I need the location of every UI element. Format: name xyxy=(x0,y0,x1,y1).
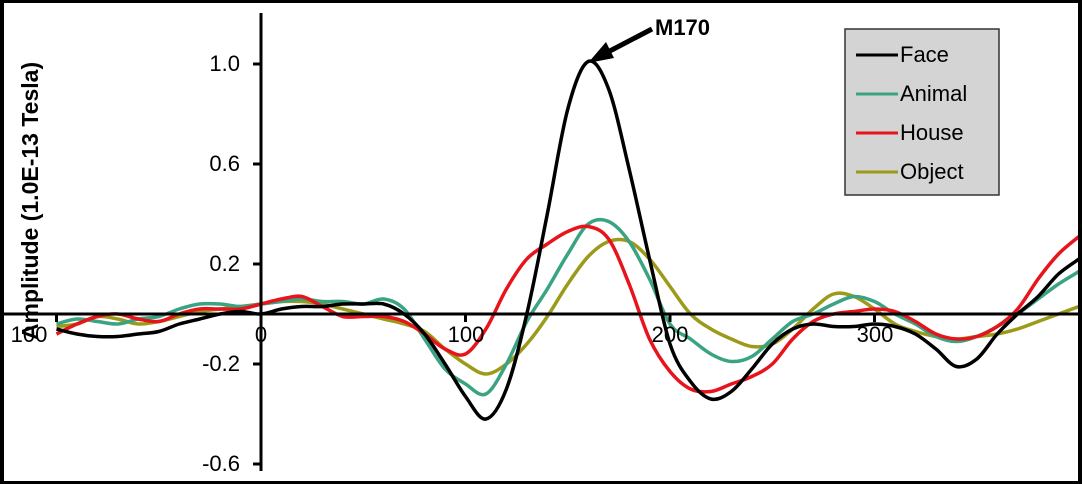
x-tick-label-neg-100: 100 xyxy=(11,322,48,347)
x-tick-label-100: 100 xyxy=(448,322,485,347)
series-line-house xyxy=(55,224,1078,394)
y-tick-label-0-2: 0.2 xyxy=(209,251,240,276)
x-tick-label-300: 300 xyxy=(857,322,894,347)
m170-arrow-shaft xyxy=(604,26,654,56)
series-line-face xyxy=(56,59,1078,421)
legend-label-house: House xyxy=(900,120,964,145)
series-lines xyxy=(55,59,1078,421)
y-axis-label: Amplitude (1.0E-13 Tesla) xyxy=(17,62,43,340)
y-tick-label-neg-0-6: -0.6 xyxy=(202,451,240,476)
x-tick-label-0: 0 xyxy=(255,322,267,347)
axes xyxy=(4,13,1078,471)
series-line-animal xyxy=(56,217,1078,397)
x-tick-label-200: 200 xyxy=(652,322,689,347)
y-tick-marks xyxy=(253,62,261,466)
y-tick-label-neg-0-2: -0.2 xyxy=(202,351,240,376)
legend-label-animal: Animal xyxy=(900,81,967,106)
legend: Face Animal House Object xyxy=(844,28,1000,196)
legend-box xyxy=(844,28,1000,196)
y-tick-labels: 1.0 0.6 0.2 -0.2 -0.6 xyxy=(202,51,240,476)
erp-line-chart: 1.0 0.6 0.2 -0.2 -0.6 100 0 100 200 300 … xyxy=(4,13,1078,476)
legend-label-face: Face xyxy=(900,42,949,67)
legend-label-object: Object xyxy=(900,159,964,184)
x-tick-marks xyxy=(55,314,876,322)
plot-area: 1.0 0.6 0.2 -0.2 -0.6 100 0 100 200 300 … xyxy=(4,3,1078,481)
y-tick-label-0-6: 0.6 xyxy=(209,151,240,176)
x-tick-labels: 100 0 100 200 300 xyxy=(11,322,894,347)
m170-arrow-head xyxy=(588,42,614,63)
m170-annotation: M170 xyxy=(588,15,710,63)
y-tick-label-1: 1.0 xyxy=(209,51,240,76)
m170-label: M170 xyxy=(655,15,710,40)
